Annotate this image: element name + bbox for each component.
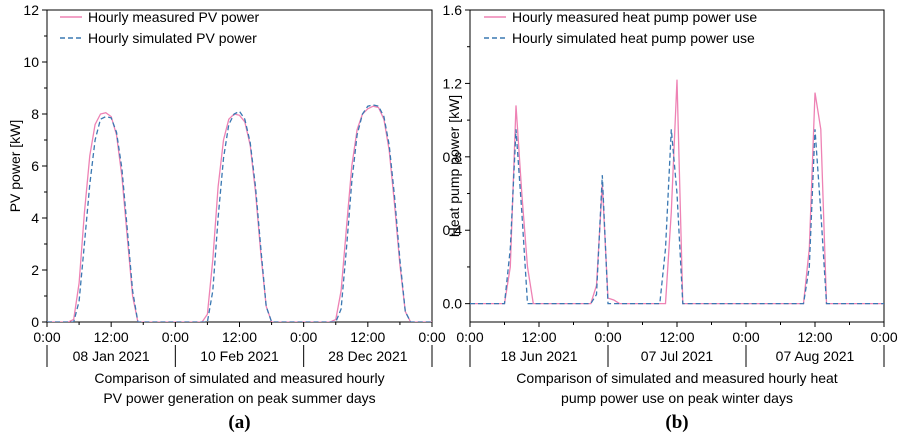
chart-panel-b: 0.0 0.4 0.8 1.2 1.6 0:00 12:00 0:00 12:00 0:00 12:… (443, 2, 898, 433)
legend-entry: Hourly measured PV power (88, 9, 260, 25)
day-label: 10 Feb 2021 (200, 348, 279, 364)
legend-entry: Hourly measured heat pump power use (512, 9, 757, 25)
series-line-simulated (470, 129, 884, 305)
x-tick-label: 0:00 (418, 329, 445, 345)
x-tick-label: 0:00 (33, 329, 60, 345)
panel-label: (b) (665, 412, 688, 433)
x-tick-label: 0:00 (732, 329, 759, 345)
y-axis-label: Heat pump power [kW] (446, 95, 462, 237)
day-label: 07 Aug 2021 (776, 348, 855, 364)
y-tick-label: 2 (31, 262, 39, 278)
x-tick-label: 0:00 (162, 329, 189, 345)
x-tick-label: 12:00 (659, 329, 694, 345)
x-tick-label: 0:00 (870, 329, 897, 345)
series-line-measured (47, 105, 432, 322)
x-tick-label: 12:00 (350, 329, 385, 345)
y-tick-label: 6 (31, 158, 39, 174)
panel-label: (a) (228, 412, 250, 433)
x-axis-caption-line: PV power generation on peak summer days (103, 390, 375, 406)
x-axis-caption-line: Comparison of simulated and measured hou… (516, 370, 838, 386)
day-label: 07 Jul 2021 (641, 348, 714, 364)
y-tick-label: 12 (23, 2, 39, 18)
x-tick-label: 12:00 (521, 329, 556, 345)
series-line-simulated (47, 104, 432, 322)
y-tick-label: 0.4 (443, 222, 463, 238)
legend-entry: Hourly simulated PV power (88, 30, 257, 46)
y-axis-label: PV power [kW] (7, 120, 23, 213)
chart-panel-a: 0 2 4 6 8 10 12 0:00 12:00 0:00 12:00 0:00 12:00 0:00… (7, 2, 446, 433)
y-tick-label: 1.6 (443, 2, 463, 18)
x-tick-label: 12:00 (797, 329, 832, 345)
y-tick-label: 1.2 (443, 75, 463, 91)
y-tick-label: 10 (23, 54, 39, 70)
x-axis-caption-line: pump power use on peak winter days (561, 390, 793, 406)
day-label: 28 Dec 2021 (328, 348, 408, 364)
x-tick-label: 12:00 (94, 329, 129, 345)
x-tick-label: 12:00 (222, 329, 257, 345)
x-tick-label: 0:00 (290, 329, 317, 345)
x-tick-label: 0:00 (456, 329, 483, 345)
day-label: 08 Jan 2021 (73, 348, 150, 364)
day-label: 18 Jun 2021 (500, 348, 577, 364)
x-axis-caption-line: Comparison of simulated and measured hou… (94, 370, 384, 386)
legend-entry: Hourly simulated heat pump power use (512, 30, 755, 46)
y-tick-label: 0.8 (443, 149, 463, 165)
x-tick-label: 0:00 (594, 329, 621, 345)
y-tick-label: 0 (31, 314, 39, 330)
plot-frame (46, 9, 433, 323)
y-tick-label: 4 (31, 210, 39, 226)
y-tick-label: 8 (31, 106, 39, 122)
y-tick-label: 0.0 (443, 296, 463, 312)
